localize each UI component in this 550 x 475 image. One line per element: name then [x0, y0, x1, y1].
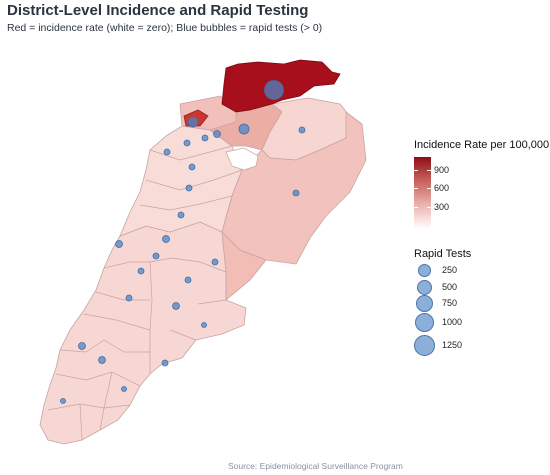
tests-label-500: 500 — [442, 282, 458, 292]
test-bubble[interactable] — [238, 123, 250, 135]
test-bubble[interactable] — [211, 258, 219, 266]
test-bubble[interactable] — [183, 139, 191, 147]
test-bubble[interactable] — [98, 356, 106, 364]
test-bubble[interactable] — [125, 294, 133, 302]
test-bubble[interactable] — [292, 189, 300, 197]
test-bubble[interactable] — [177, 211, 185, 219]
zero-incidence-area — [225, 147, 259, 171]
colorbar-tick — [414, 170, 418, 171]
map-title: District-Level Incidence and Rapid Testi… — [7, 2, 309, 19]
tests-legend-title: Rapid Tests — [414, 248, 472, 260]
incidence-label-600: 600 — [434, 183, 450, 193]
tests-key-bubble-500 — [417, 280, 432, 295]
test-bubble[interactable] — [172, 302, 180, 310]
test-bubble[interactable] — [201, 322, 207, 328]
district-boundaries — [47, 145, 243, 441]
test-bubble[interactable] — [264, 80, 284, 100]
test-bubble[interactable] — [187, 116, 199, 128]
tests-label-1250: 1250 — [442, 340, 463, 350]
rapid-test-bubbles — [60, 80, 306, 404]
test-bubble[interactable] — [137, 267, 145, 275]
test-bubble[interactable] — [213, 130, 221, 138]
tests-key-bubble-1250 — [414, 335, 435, 356]
tests-key-bubble-250 — [418, 264, 431, 277]
tests-key-bubble-1000 — [415, 313, 434, 332]
tests-key-bubble-750 — [416, 295, 433, 312]
incidence-legend-title: Incidence Rate per 100,000 — [414, 139, 550, 151]
test-bubble[interactable] — [115, 240, 123, 248]
test-bubble[interactable] — [185, 184, 193, 192]
colorbar-tick — [414, 188, 418, 189]
colorbar-tick — [414, 207, 418, 208]
test-bubble[interactable] — [163, 148, 171, 156]
colorbar-tick — [427, 207, 431, 208]
district-region-mount[interactable] — [119, 125, 243, 237]
test-bubble[interactable] — [152, 252, 160, 260]
district-region-south[interactable] — [39, 221, 247, 445]
colorbar-tick — [427, 170, 431, 171]
colorbar-tick — [427, 188, 431, 189]
test-bubble[interactable] — [201, 134, 209, 142]
test-bubble[interactable] — [78, 342, 86, 350]
tests-label-750: 750 — [442, 298, 458, 308]
source-caption: Source: Epidemiological Surveillance Pro… — [228, 461, 403, 471]
incidence-label-300: 300 — [434, 202, 450, 212]
incidence-colorbar — [414, 157, 431, 229]
test-bubble[interactable] — [60, 398, 66, 404]
map-subtitle: Red = incidence rate (white = zero); Blu… — [7, 22, 323, 34]
test-bubble[interactable] — [162, 235, 170, 243]
test-bubble[interactable] — [161, 359, 169, 367]
test-bubble[interactable] — [184, 276, 192, 284]
test-bubble[interactable] — [298, 126, 306, 134]
tests-label-250: 250 — [442, 265, 458, 275]
tests-label-1000: 1000 — [442, 317, 463, 327]
test-bubble[interactable] — [121, 386, 127, 392]
incidence-label-900: 900 — [434, 165, 450, 175]
test-bubble[interactable] — [188, 163, 196, 171]
